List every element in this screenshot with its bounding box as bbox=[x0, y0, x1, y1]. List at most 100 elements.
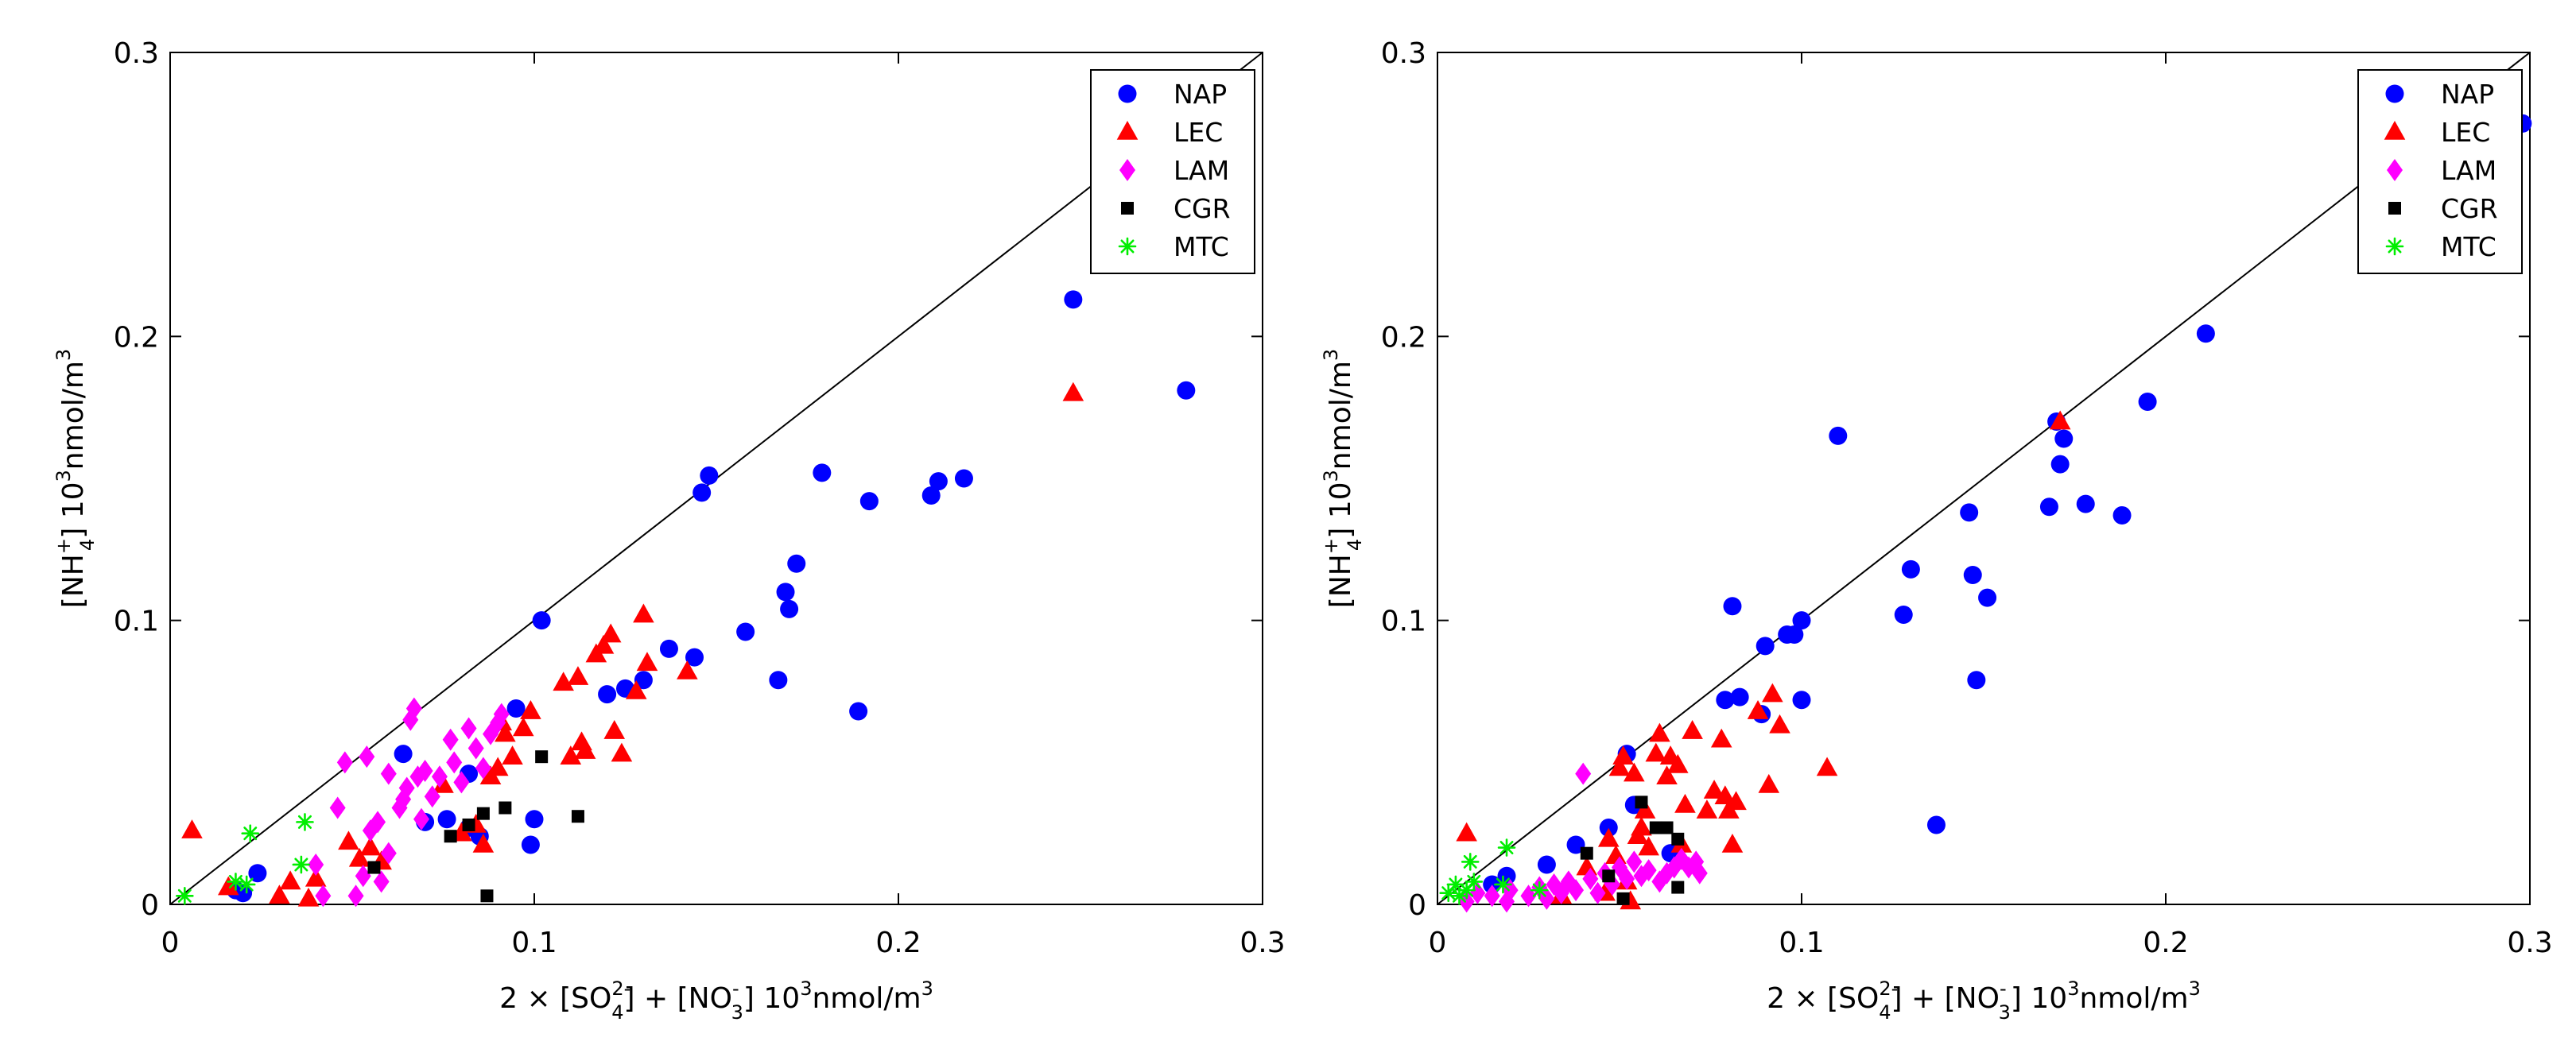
data-point-LEC bbox=[520, 700, 541, 719]
data-point-LEC bbox=[603, 720, 626, 739]
data-point-LEC bbox=[359, 836, 382, 856]
data-point-NAP bbox=[1483, 875, 1502, 894]
data-point-LEC bbox=[1656, 765, 1678, 784]
data-point-LEC bbox=[495, 722, 516, 742]
data-point-LEC bbox=[592, 634, 615, 654]
data-point-LAM bbox=[1691, 861, 1708, 885]
legend-marker-MTC bbox=[2385, 237, 2404, 256]
data-point-NAP bbox=[736, 622, 755, 641]
x-tick-label: 0.3 bbox=[2507, 927, 2552, 959]
data-point-LEC bbox=[1721, 833, 1744, 853]
data-point-CGR bbox=[476, 807, 490, 820]
legend-marker-CGR bbox=[2388, 202, 2401, 215]
data-point-LEC bbox=[560, 745, 582, 765]
data-point-NAP bbox=[692, 483, 712, 502]
data-point-NAP bbox=[787, 554, 806, 573]
data-point-LAM bbox=[380, 842, 397, 865]
data-point-LEC bbox=[181, 819, 203, 838]
y-axis-label-left: [NH+4] 103nmol/m3 bbox=[52, 349, 99, 608]
data-point-CGR bbox=[462, 818, 475, 831]
data-point-CGR bbox=[1635, 796, 1648, 809]
data-point-CGR bbox=[480, 889, 494, 903]
legend-label-LAM: LAM bbox=[2441, 155, 2496, 186]
data-point-MTC bbox=[241, 824, 260, 842]
data-point-LAM bbox=[380, 762, 397, 785]
data-point-NAP bbox=[849, 702, 868, 721]
data-point-LAM bbox=[329, 796, 346, 819]
data-point-NAP bbox=[2050, 455, 2070, 474]
data-point-LEC bbox=[1612, 745, 1634, 765]
x-axis-label-left: 2 × [SO2-4] + [NO-3] 103nmol/m3 bbox=[499, 978, 933, 1024]
legend-label-NAP: NAP bbox=[1174, 79, 1227, 110]
data-point-NAP bbox=[2076, 494, 2095, 513]
data-point-LAM bbox=[315, 885, 332, 908]
data-point-NAP bbox=[813, 463, 832, 482]
legend-marker-NAP bbox=[2385, 84, 2404, 103]
data-point-NAP bbox=[1926, 815, 1946, 834]
data-point-NAP bbox=[1792, 691, 1811, 710]
data-point-LAM bbox=[359, 745, 375, 768]
data-point-CGR bbox=[1649, 821, 1662, 834]
y-tick-label: 0 bbox=[1408, 889, 1426, 922]
data-point-LAM bbox=[373, 870, 390, 893]
data-point-LEC bbox=[1710, 728, 1732, 748]
data-point-NAP bbox=[521, 835, 540, 854]
data-point-NAP bbox=[1755, 637, 1775, 656]
data-point-LEC bbox=[1456, 822, 1477, 842]
data-point-LEC bbox=[567, 666, 589, 685]
data-point-LEC bbox=[1062, 381, 1084, 401]
data-point-NAP bbox=[685, 648, 704, 667]
data-point-LAM bbox=[475, 757, 491, 780]
legend-label-MTC: MTC bbox=[2441, 231, 2496, 262]
series-NAP bbox=[226, 290, 1196, 903]
data-point-LEC bbox=[1747, 700, 1769, 719]
x-tick-label: 0.2 bbox=[2143, 927, 2188, 959]
data-point-MTC bbox=[1530, 881, 1549, 900]
data-point-LAM bbox=[467, 737, 484, 760]
data-point-LAM bbox=[1640, 859, 1657, 882]
data-point-LEC bbox=[574, 740, 596, 759]
legend-label-CGR: CGR bbox=[2441, 193, 2498, 224]
legend-box bbox=[1090, 69, 1255, 274]
data-point-LEC bbox=[2049, 410, 2071, 430]
data-point-NAP bbox=[634, 671, 653, 690]
data-point-NAP bbox=[1963, 565, 1982, 584]
data-point-NAP bbox=[2112, 505, 2132, 525]
legend-marker-MTC bbox=[1118, 237, 1137, 256]
data-point-LAM bbox=[1582, 867, 1599, 890]
data-point-LEC bbox=[1631, 816, 1652, 836]
legend-right: NAP LEC LAM CGR MTC bbox=[2357, 69, 2523, 274]
legend-box bbox=[2357, 69, 2523, 274]
data-point-NAP bbox=[2054, 429, 2074, 448]
legend-marker-LEC bbox=[2384, 121, 2406, 140]
data-point-NAP bbox=[921, 486, 941, 505]
x-tick-label: 0.1 bbox=[511, 927, 557, 959]
data-point-LEC bbox=[1649, 722, 1670, 742]
chart-right: 0 0.1 0.2 0.3 0 0.1 0.2 0.3 NAP LEC LAM CGR MTC 2 × [… bbox=[1320, 37, 2553, 1024]
data-point-LAM bbox=[1589, 881, 1606, 904]
legend-label-LEC: LEC bbox=[2441, 117, 2490, 148]
data-point-CGR bbox=[571, 810, 584, 823]
data-point-NAP bbox=[1829, 426, 1848, 445]
data-point-NAP bbox=[1978, 588, 1997, 607]
data-point-LAM bbox=[347, 885, 364, 908]
data-point-LEC bbox=[1696, 799, 1718, 819]
data-point-NAP bbox=[780, 599, 799, 618]
data-point-NAP bbox=[394, 745, 413, 764]
data-point-LAM bbox=[442, 728, 459, 751]
data-point-NAP bbox=[1894, 606, 1913, 625]
data-point-NAP bbox=[1723, 597, 1742, 616]
data-point-MTC bbox=[1497, 838, 1516, 857]
legend-left: NAP LEC LAM CGR MTC bbox=[1090, 69, 1255, 274]
data-point-NAP bbox=[929, 472, 948, 491]
y-tick-label: 0.3 bbox=[1381, 37, 1426, 70]
data-point-LAM bbox=[431, 765, 448, 788]
data-point-LEC bbox=[1762, 683, 1783, 703]
data-point-NAP bbox=[1064, 290, 1083, 309]
y-tick-label: 0.1 bbox=[114, 606, 159, 638]
data-point-LEC bbox=[502, 745, 523, 765]
data-point-LAM bbox=[405, 697, 422, 720]
data-point-NAP bbox=[437, 810, 456, 829]
data-point-LEC bbox=[472, 833, 495, 853]
data-point-LEC bbox=[1703, 780, 1725, 799]
